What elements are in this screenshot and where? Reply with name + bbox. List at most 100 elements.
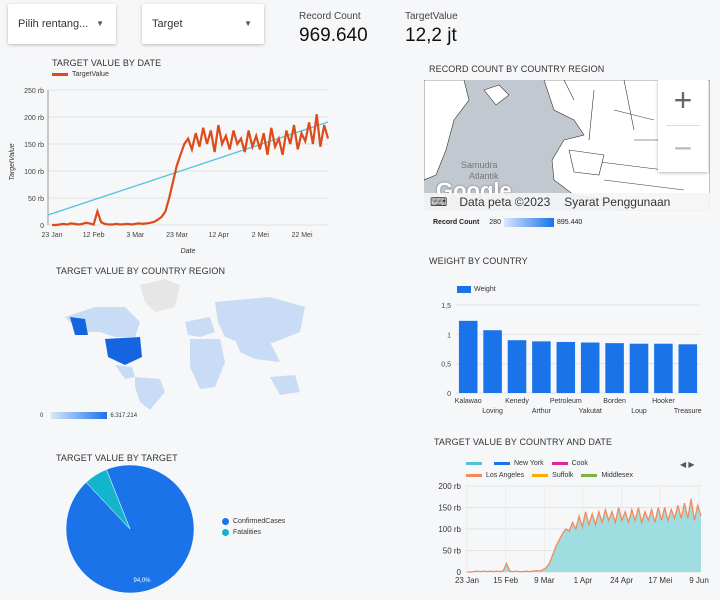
bar-arthur[interactable]: [532, 341, 551, 393]
x-tick-label: Loup: [631, 408, 647, 415]
zoom-in-button[interactable]: +: [673, 82, 693, 118]
x-tick-label: Loving: [482, 408, 503, 415]
world-map-title: TARGET VALUE BY COUNTRY REGION: [56, 266, 226, 276]
legend-suffolk: Suffolk: [552, 472, 574, 479]
target-value-by-date-title: TARGET VALUE BY DATE: [52, 58, 162, 68]
map-attribution-bar: ⌨ Data peta ©2023 Syarat Penggunaan: [424, 193, 710, 211]
x-tick-label: Borden: [603, 398, 626, 405]
europe: [185, 317, 215, 337]
terms-link[interactable]: Syarat Penggunaan: [564, 195, 671, 209]
x-tick-label: 17 Mei: [648, 576, 672, 585]
country-date-legend: New York Cook ◀ ▶ Los Angeles Suffolk Mi…: [466, 460, 706, 479]
y-tick-label: 50 rb: [443, 547, 462, 556]
country-date-chart-title: TARGET VALUE BY COUNTRY AND DATE: [434, 437, 613, 447]
y-tick-label: 100 rb: [24, 169, 44, 176]
record-count-scorecard: Record Count 969.640: [299, 11, 368, 47]
keyboard-icon[interactable]: ⌨: [430, 195, 448, 209]
target-filter[interactable]: Target ▼: [142, 4, 264, 44]
legend-gradient: [503, 218, 554, 227]
x-tick-label: 12 Feb: [83, 232, 105, 239]
trend-line: [47, 121, 329, 216]
zoom-controls: + −: [658, 80, 708, 172]
date-range-label: Pilih rentang...: [18, 18, 89, 30]
record-count-map-legend: Record Count 280 895.440: [433, 218, 582, 227]
y-tick-label: 0,5: [441, 362, 451, 369]
bar-petroleum[interactable]: [556, 341, 576, 393]
x-tick-label: Hooker: [652, 398, 675, 405]
bar-borden[interactable]: [605, 343, 624, 393]
y-tick-label: 1,5: [441, 303, 451, 310]
bar-kalawao[interactable]: [458, 320, 478, 393]
x-tick-label: 23 Mar: [166, 232, 188, 239]
bar-loup[interactable]: [629, 343, 649, 393]
y-tick-label: 0: [40, 223, 44, 230]
target-value-scorecard: TargetValue 12,2 jt: [405, 11, 458, 47]
bar-loving[interactable]: [483, 330, 502, 393]
x-tick-label: 22 Mei: [291, 232, 312, 239]
pie-slice-fatalities[interactable]: [85, 469, 131, 530]
x-axis-label: Date: [181, 248, 196, 255]
map-data-label: Data peta ©2023: [459, 195, 551, 209]
x-tick-label: 2 Mei: [252, 232, 270, 239]
legend-target-value: TargetValue: [72, 71, 109, 78]
x-tick-label: Kenedy: [505, 398, 529, 405]
australia: [270, 375, 300, 395]
zoom-out-button[interactable]: −: [673, 130, 693, 166]
alaska: [70, 317, 88, 335]
legend-los-angeles: Los Angeles: [486, 472, 525, 479]
pie-legend: ConfirmedCases Fatalities: [222, 518, 285, 536]
bar-treasure[interactable]: [678, 344, 698, 393]
chevron-down-icon: ▼: [96, 19, 104, 28]
x-tick-label: Treasure: [674, 408, 702, 415]
legend-new-york: New York: [514, 460, 544, 467]
date-range-picker[interactable]: Pilih rentang... ▼: [8, 4, 116, 44]
legend-middlesex: Middlesex: [601, 472, 633, 479]
record-count-map-title: RECORD COUNT BY COUNTRY REGION: [429, 64, 605, 74]
y-tick-label: 150 rb: [24, 142, 44, 149]
target-value-value: 12,2 jt: [405, 25, 457, 46]
y-tick-label: 200 rb: [438, 482, 461, 491]
legend-weight: Weight: [474, 286, 496, 293]
pie-slice-label: 94,0%: [133, 578, 151, 584]
x-tick-label: Yakutat: [579, 408, 602, 415]
world-legend-min: 0: [40, 412, 44, 419]
world-legend-gradient: [51, 412, 108, 419]
x-tick-label: Petroleum: [550, 398, 582, 405]
legend-confirmed-cases: ConfirmedCases: [233, 518, 286, 525]
target-value-label: TargetValue: [405, 11, 458, 22]
target-value-by-date-chart: 0 50 rb 100 rb 150 rb 200 rb 250 rb 23 Jan 12 …: [9, 88, 330, 255]
record-count-value: 969.640: [299, 25, 368, 46]
x-tick-label: Arthur: [532, 408, 552, 415]
record-count-map[interactable]: Samudra Atlantik + − Google ⌨ Data peta …: [424, 80, 710, 211]
mexico: [115, 365, 135, 379]
x-tick-label: 23 Jan: [455, 576, 479, 585]
x-tick-label: Kalawao: [455, 398, 482, 405]
legend-min: 280: [489, 219, 501, 226]
legend-cook: Cook: [571, 460, 588, 467]
chevron-down-icon: ▼: [244, 19, 252, 28]
weight-legend: Weight: [457, 286, 496, 293]
legend-page-nav[interactable]: ◀ ▶: [680, 460, 695, 469]
world-map[interactable]: [40, 277, 320, 412]
country-date-series-line: [467, 498, 702, 573]
y-axis-label: TargetValue: [9, 143, 16, 180]
legend-label: Record Count: [433, 219, 480, 226]
country-date-chart: 0 50 rb 100 rb 150 rb 200 rb 23 Jan 15 Feb 9 M…: [438, 482, 708, 585]
russia-asia: [215, 297, 305, 347]
x-tick-label: 24 Apr: [610, 576, 633, 585]
y-tick-label: 150 rb: [438, 504, 461, 513]
y-tick-label: 200 rb: [24, 115, 44, 122]
south-america: [135, 377, 165, 410]
target-value-series-line: [52, 114, 330, 227]
bar-yakutat[interactable]: [580, 342, 600, 393]
y-tick-label: 50 rb: [28, 196, 44, 203]
bar-hooker[interactable]: [654, 343, 673, 393]
greenland: [140, 279, 180, 312]
country-date-area: [467, 498, 701, 572]
legend-max: 895.440: [556, 219, 583, 226]
target-value-legend: TargetValue: [52, 71, 109, 78]
bar-kenedy[interactable]: [507, 340, 527, 393]
target-value-by-target-pie: 94,0%: [65, 464, 195, 594]
x-tick-label: 23 Jan: [41, 232, 62, 239]
